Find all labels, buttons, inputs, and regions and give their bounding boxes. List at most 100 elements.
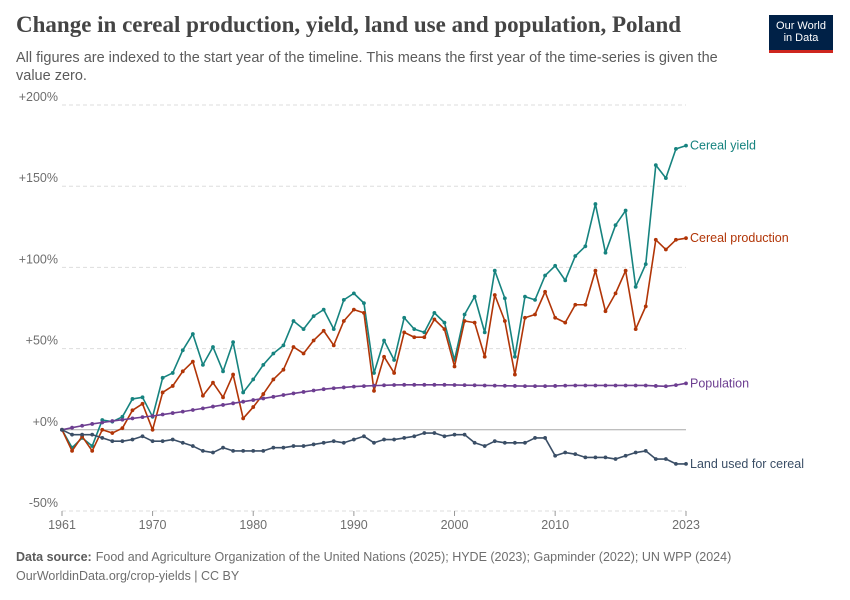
data-point [402, 330, 407, 335]
owid-logo[interactable]: Our World in Data [769, 15, 833, 53]
data-point [492, 383, 497, 388]
data-point [301, 390, 306, 394]
data-point [492, 293, 497, 297]
data-point [130, 437, 135, 442]
data-point [402, 382, 407, 387]
data-point [502, 383, 507, 388]
data-point [331, 343, 336, 348]
data-point [684, 236, 688, 241]
data-point [492, 268, 497, 273]
data-point [603, 309, 608, 314]
data-point [422, 335, 427, 340]
data-point [331, 327, 336, 332]
data-point [140, 401, 145, 406]
data-point [643, 262, 648, 267]
data-point [432, 431, 437, 435]
data-point [241, 399, 246, 404]
data-point [372, 383, 376, 388]
data-point [513, 372, 517, 377]
data-point [221, 403, 225, 407]
data-point [321, 387, 326, 392]
data-point [261, 396, 266, 401]
data-point [281, 393, 286, 397]
data-point [593, 202, 598, 206]
data-point [543, 273, 547, 278]
data-point [593, 383, 598, 388]
x-tick-label: 2000 [441, 518, 469, 532]
series-label-population: Population [690, 376, 749, 390]
data-point [452, 383, 457, 387]
data-point [583, 383, 588, 388]
data-point [150, 439, 155, 444]
data-point [271, 445, 276, 450]
data-point [251, 398, 256, 402]
data-point [553, 315, 558, 320]
data-point [362, 384, 366, 389]
data-point [563, 450, 568, 455]
data-point [553, 384, 558, 388]
data-point [653, 237, 658, 242]
data-point [462, 432, 467, 437]
data-point [70, 449, 74, 453]
data-point [221, 369, 225, 374]
data-point [633, 383, 638, 388]
data-point [523, 384, 527, 389]
data-point [341, 297, 346, 302]
data-point [110, 431, 115, 435]
data-point [211, 345, 215, 349]
data-point [462, 312, 467, 317]
data-point [633, 284, 638, 289]
data-point [341, 385, 346, 390]
data-point [553, 453, 558, 458]
data-point [623, 453, 628, 458]
data-point [281, 367, 286, 372]
data-point [331, 386, 336, 391]
data-point [674, 237, 678, 242]
data-point [251, 449, 256, 453]
data-point [271, 351, 276, 356]
data-point [70, 425, 74, 430]
chart-title: Change in cereal production, yield, land… [16, 12, 682, 37]
data-point [613, 291, 618, 296]
data-point [311, 314, 316, 319]
data-point [684, 462, 688, 466]
data-point [623, 383, 628, 388]
data-point [482, 383, 487, 388]
data-point [160, 439, 165, 444]
series-label-cereal-production: Cereal production [690, 231, 789, 245]
series-label-cereal-yield: Cereal yield [690, 139, 756, 153]
data-point [80, 432, 85, 437]
data-point [271, 377, 276, 382]
chart-subtitle: All figures are indexed to the start yea… [16, 50, 718, 84]
data-point [291, 391, 296, 396]
url-line[interactable]: OurWorldinData.org/crop-yields | CC BY [16, 569, 240, 583]
data-point [130, 408, 135, 413]
data-point [120, 414, 125, 419]
data-point [482, 354, 487, 359]
data-point [372, 440, 376, 445]
data-point [442, 382, 447, 387]
x-tick-label: 1980 [239, 518, 267, 532]
data-point [221, 395, 225, 400]
data-point [553, 263, 558, 268]
data-point [653, 384, 658, 388]
data-point [100, 436, 105, 440]
data-point [321, 328, 326, 333]
data-point [362, 310, 366, 315]
data-point [543, 436, 547, 440]
data-point [684, 381, 688, 386]
data-point [412, 335, 417, 340]
data-point [573, 452, 578, 457]
data-point [603, 383, 608, 388]
data-point [412, 434, 417, 439]
data-point [140, 415, 145, 420]
y-tick-label: +100% [19, 252, 58, 266]
data-point [261, 362, 266, 367]
data-point [583, 455, 588, 460]
data-point [362, 434, 366, 439]
data-point [472, 294, 477, 299]
data-point [311, 338, 316, 343]
data-point [291, 319, 296, 323]
source-text[interactable]: Food and Agriculture Organization of the… [95, 550, 732, 564]
